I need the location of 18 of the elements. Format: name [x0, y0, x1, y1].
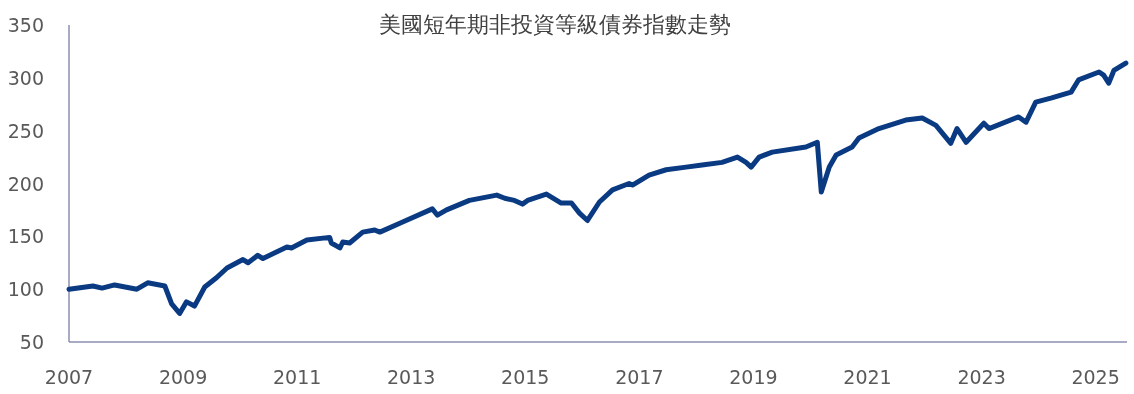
x-tick-label: 2019: [729, 366, 778, 388]
x-tick-label: 2021: [843, 366, 892, 388]
x-tick-label: 2009: [158, 366, 208, 388]
y-tick-label: 150: [7, 225, 44, 248]
x-tick-label: 2017: [615, 366, 664, 388]
y-tick-label: 250: [7, 119, 44, 142]
x-tick-label: 2013: [387, 366, 436, 388]
chart-title: 美國短年期非投資等級債券指數走勢: [379, 12, 731, 37]
x-tick-label: 2023: [957, 366, 1006, 388]
y-tick-label: 200: [7, 172, 44, 195]
y-tick-label: 350: [7, 14, 44, 36]
y-tick-label: 100: [7, 278, 44, 301]
x-tick-label: 2025: [1071, 366, 1120, 388]
y-tick-label: 50: [19, 331, 44, 353]
y-tick-label: 300: [7, 66, 44, 89]
x-tick-label: 2011: [272, 366, 322, 388]
x-tick-label: 2007: [44, 366, 94, 388]
x-tick-label: 2015: [501, 366, 550, 388]
